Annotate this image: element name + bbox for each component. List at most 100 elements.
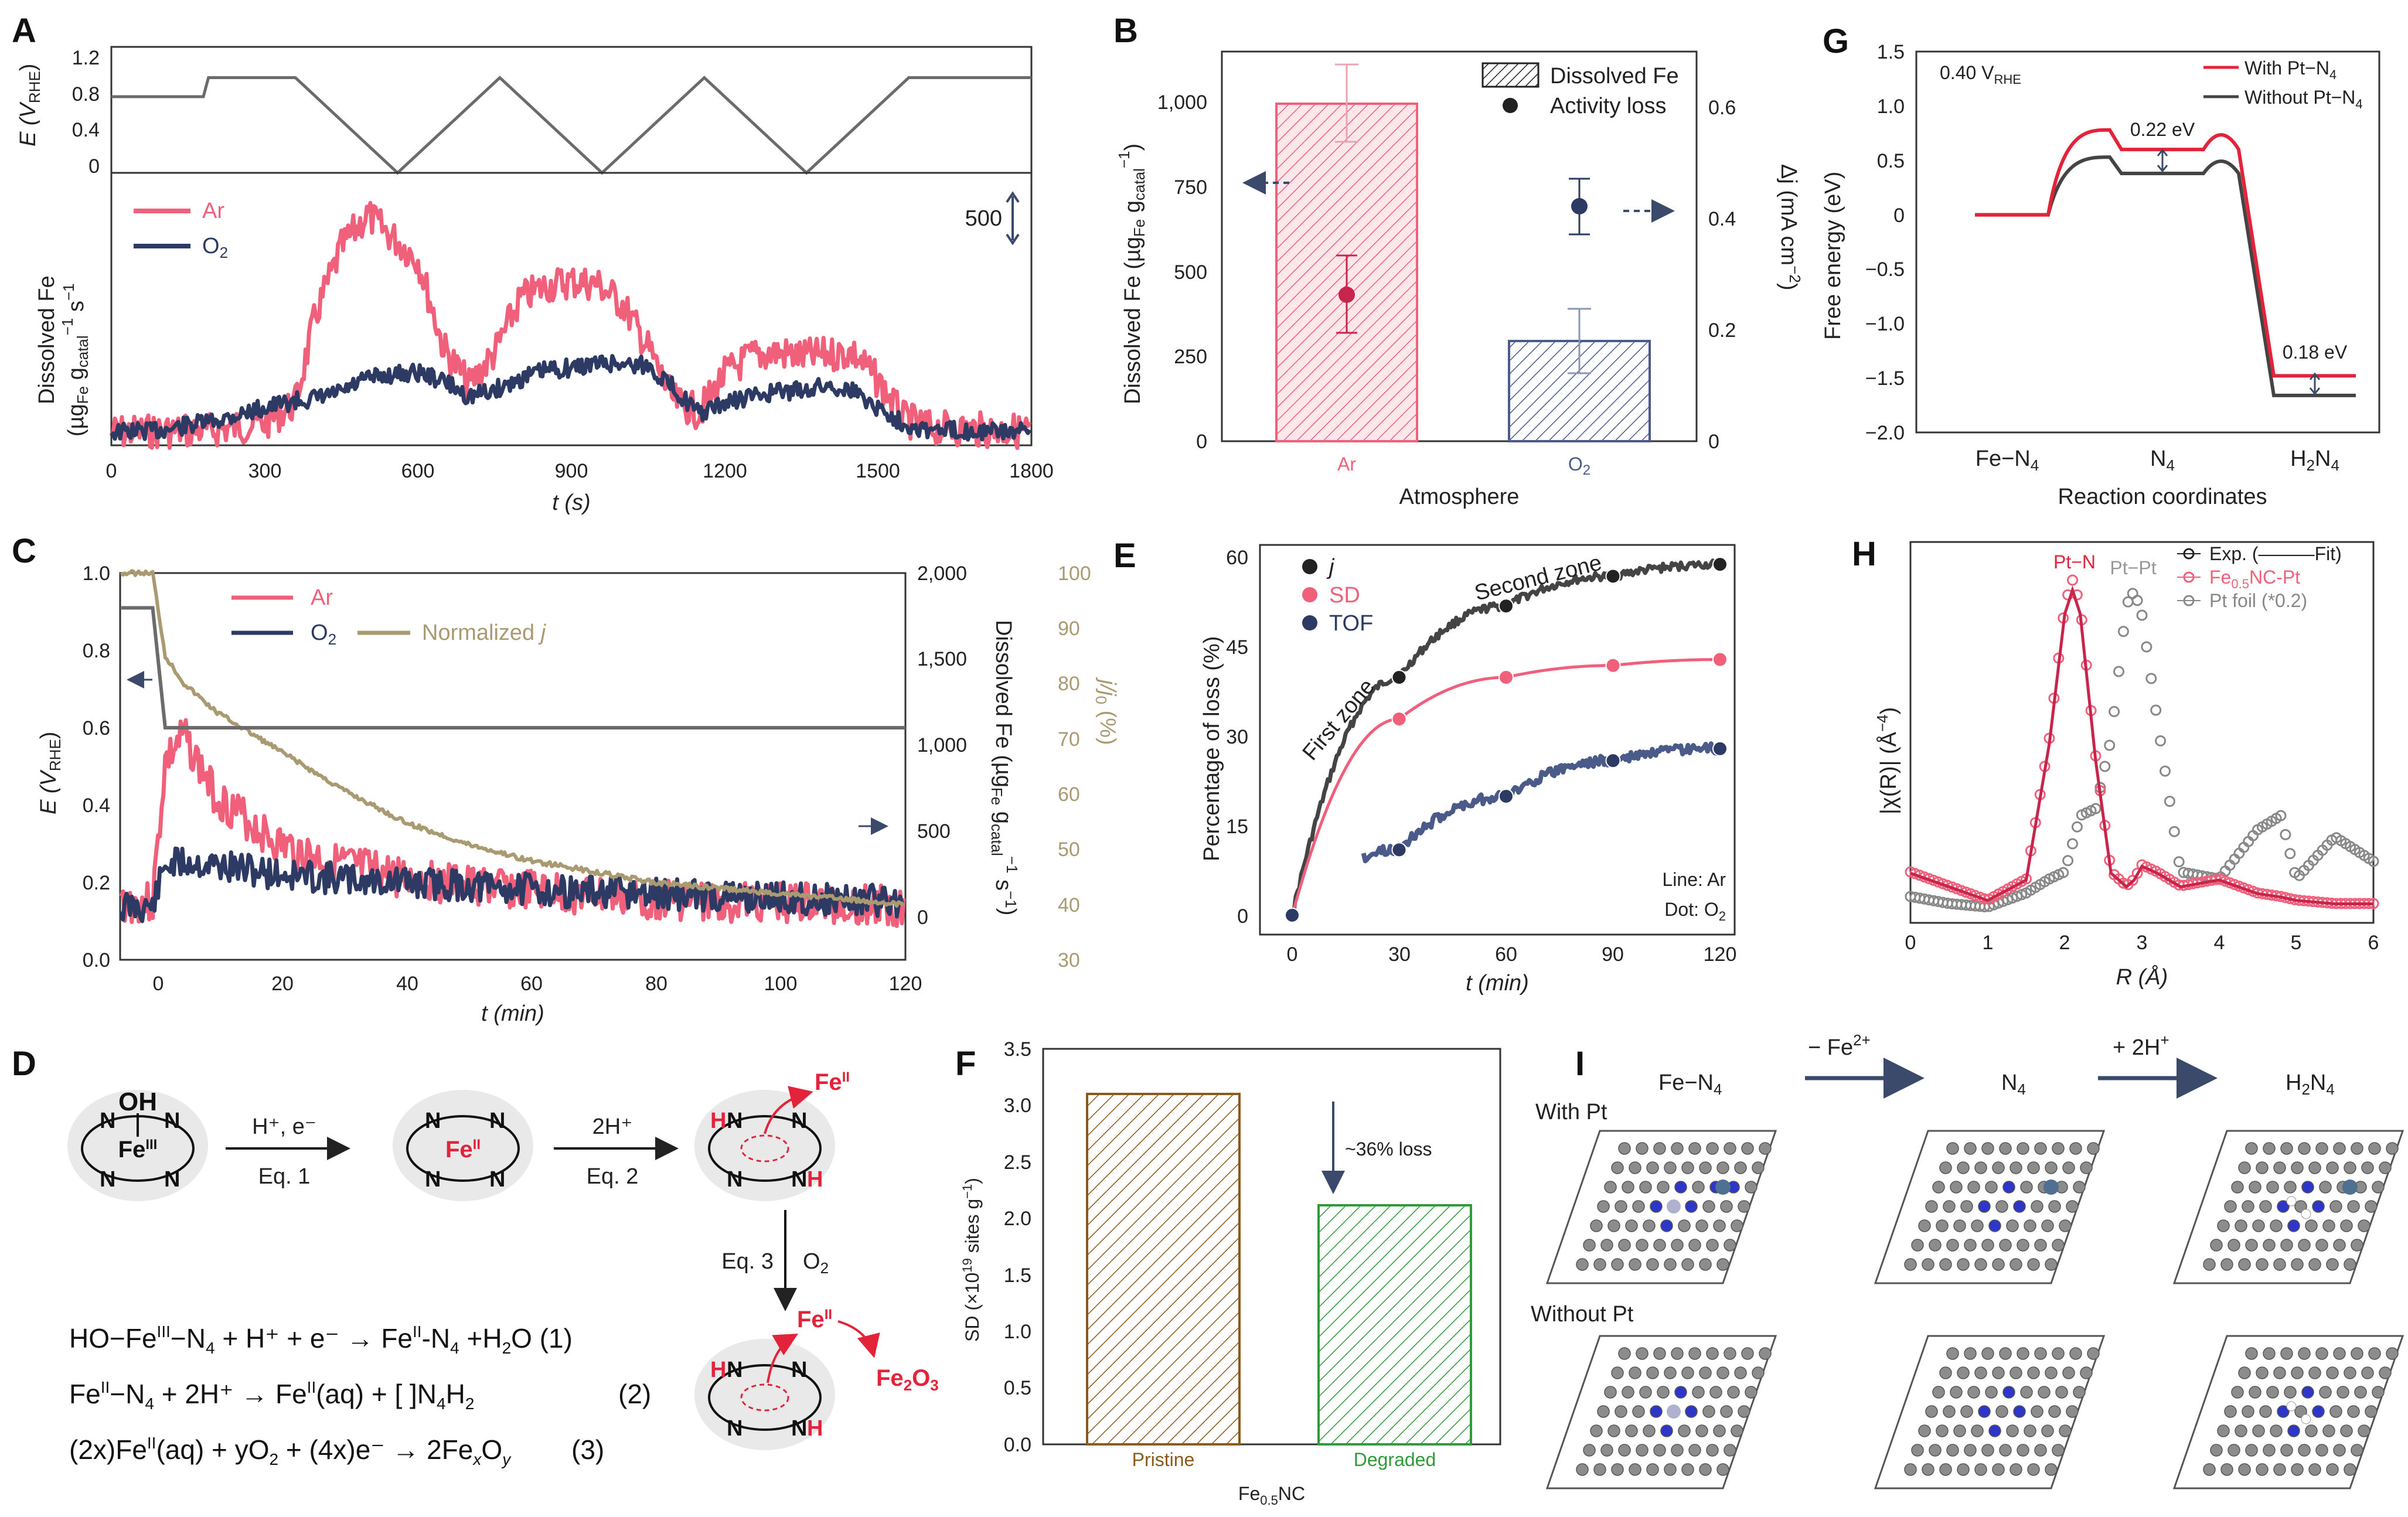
panel-c-label: C xyxy=(12,532,36,570)
svg-text:0.8: 0.8 xyxy=(83,640,110,662)
j-dot xyxy=(1712,557,1728,572)
panel-f-ylabel: SD (×1019 sites g−1) xyxy=(960,1178,983,1342)
svg-text:0: 0 xyxy=(88,155,100,178)
svg-text:6: 6 xyxy=(2368,932,2379,954)
panel-b-right-yticks: 0 0.2 0.4 0.6 xyxy=(1708,97,1736,453)
svg-text:0: 0 xyxy=(1893,204,1905,227)
equation-2-number: (2) xyxy=(618,1379,651,1409)
panel-b-frame xyxy=(1221,50,1698,442)
bar-pristine xyxy=(1086,1093,1241,1446)
svg-text:0.5: 0.5 xyxy=(1004,1377,1031,1399)
hFoil-point xyxy=(2168,826,2180,837)
panel-g-frame xyxy=(1915,50,2380,434)
hFe-point xyxy=(2131,867,2143,879)
svg-text:N: N xyxy=(727,1109,743,1133)
panel-b-ylabel-left: Dissolved Fe (µgFe gcatal−1) xyxy=(1115,144,1148,404)
panel-f-frame xyxy=(1042,1048,1501,1446)
hFoil-point xyxy=(2145,673,2157,684)
h-atom xyxy=(2301,1209,2311,1219)
step-3-o2: O2 xyxy=(803,1249,829,1277)
svg-text:1.0: 1.0 xyxy=(1004,1321,1031,1343)
panel-h-xlabel: R (Å) xyxy=(2116,964,2168,990)
panel-g-xlabel: Reaction coordinates xyxy=(2058,485,2267,509)
svg-text:900: 900 xyxy=(555,460,588,482)
legend-o2-label: O2 xyxy=(202,234,228,261)
molecule-4-fe: FeII xyxy=(797,1307,832,1332)
hFe-point xyxy=(2067,574,2078,586)
structure-grids xyxy=(1545,1130,2404,1489)
pt-atom xyxy=(1715,1179,1731,1195)
molecule-3-ring xyxy=(708,1115,822,1182)
o2-dissolution-line xyxy=(110,354,1032,442)
svg-text:500: 500 xyxy=(917,820,951,843)
svg-text:0: 0 xyxy=(153,973,164,995)
category-fe-n4: Fe−N4 xyxy=(1976,446,2039,474)
panel-e: E j SD TOF First zone Second zone Line: … xyxy=(1113,537,1736,996)
panel-e-yticks: 0 15 30 45 60 xyxy=(1226,547,1248,928)
panel-b-label: B xyxy=(1113,12,1138,50)
svg-text:1200: 1200 xyxy=(703,460,747,482)
bar-ar-errorbar xyxy=(1335,63,1358,143)
svg-text:0.0: 0.0 xyxy=(83,949,110,971)
column-n4: N4 xyxy=(2001,1071,2026,1098)
equation-3: (2x)FeII(aq) + yO2 + (4x)e⁻ → 2FexOy xyxy=(69,1434,512,1468)
svg-text:1800: 1800 xyxy=(1009,460,1054,482)
fit-line xyxy=(1910,585,2373,905)
svg-text:0: 0 xyxy=(1905,932,1916,954)
fe-atom xyxy=(1667,1199,1681,1213)
panel-c: C Ar O2 Normalized j 1.0 0.8 0.6 0.4 0.2… xyxy=(12,532,1120,1026)
potential-label: 0.40 VRHE xyxy=(1940,62,2021,87)
h-atom xyxy=(2286,1196,2297,1206)
gap-label-1: 0.22 eV xyxy=(2130,119,2195,140)
svg-text:N: N xyxy=(727,1167,743,1192)
panel-i-label: I xyxy=(1575,1045,1585,1083)
svg-text:1,000: 1,000 xyxy=(1157,91,1207,114)
c-potential-line xyxy=(121,606,905,729)
hFoil-point xyxy=(2280,829,2291,840)
tof-dot xyxy=(1391,842,1407,858)
svg-text:N: N xyxy=(791,1358,807,1382)
panel-f-yticks: 0.0 0.5 1.0 1.5 2.0 2.5 3.0 3.5 xyxy=(1004,1038,1031,1456)
panel-b-left-yticks: 0 250 500 750 1,000 xyxy=(1157,91,1207,453)
hFoil-point xyxy=(2117,626,2129,638)
molecule-4-ring xyxy=(708,1364,822,1431)
molecule-1-oh: OH xyxy=(118,1088,157,1116)
svg-text:N: N xyxy=(489,1109,505,1133)
h-atom xyxy=(2301,1414,2311,1424)
panel-g: G 0.22 eV 0.18 eV 0.40 VRHE With Pt−N4 W… xyxy=(1821,22,2380,509)
svg-text:0.8: 0.8 xyxy=(72,83,100,105)
svg-text:3.5: 3.5 xyxy=(1004,1038,1031,1061)
svg-text:30: 30 xyxy=(1226,726,1248,748)
pt-atom xyxy=(2342,1179,2358,1195)
pt-pt-label: Pt−Pt xyxy=(2110,557,2156,578)
panel-h-frame xyxy=(1909,541,2375,924)
hFoil-point xyxy=(2067,838,2078,850)
sd-dot xyxy=(1391,711,1407,727)
svg-text:N: N xyxy=(100,1109,115,1133)
structure-0 xyxy=(1545,1130,1777,1284)
panel-e-ylabel: Percentage of loss (%) xyxy=(1200,636,1224,861)
panel-e-xlabel: t (min) xyxy=(1466,971,1529,996)
panel-a-xticks: 0 300 600 900 1200 1500 1800 xyxy=(106,460,1054,482)
note-dot: Dot: O2 xyxy=(1664,899,1726,923)
hFoil-point xyxy=(2104,739,2116,751)
sd-dot xyxy=(1498,670,1514,685)
svg-text:N: N xyxy=(425,1167,441,1192)
svg-text:120: 120 xyxy=(1704,943,1737,966)
legend-tof-swatch xyxy=(1302,615,1317,630)
panel-e-frame xyxy=(1259,544,1736,936)
e-dots xyxy=(1285,557,1728,923)
loss-annotation: ~36% loss xyxy=(1345,1138,1432,1160)
panel-d: D OH FeIII N N N N H⁺, e⁻ Eq. 1 FeII N N N N… xyxy=(12,1045,939,1468)
equation-3-number: (3) xyxy=(571,1434,604,1465)
gap-label-2: 0.18 eV xyxy=(2283,342,2348,363)
step-1-label: H⁺, e⁻ xyxy=(252,1114,316,1139)
legend-tof-label: TOF xyxy=(1329,611,1373,636)
svg-text:80: 80 xyxy=(645,973,667,995)
panel-a-label: A xyxy=(12,12,36,50)
svg-text:2.0: 2.0 xyxy=(1004,1208,1031,1230)
sd-dot xyxy=(1605,657,1621,673)
panel-c-ylabel-right1: Dissolved Fe (µgFe gcatal−1 s−1) xyxy=(988,620,1021,915)
svg-text:3: 3 xyxy=(2137,932,2148,954)
equation-2: FeII−N4 + 2H⁺ → FeII(aq) + [ ]N4H2 xyxy=(69,1378,474,1413)
